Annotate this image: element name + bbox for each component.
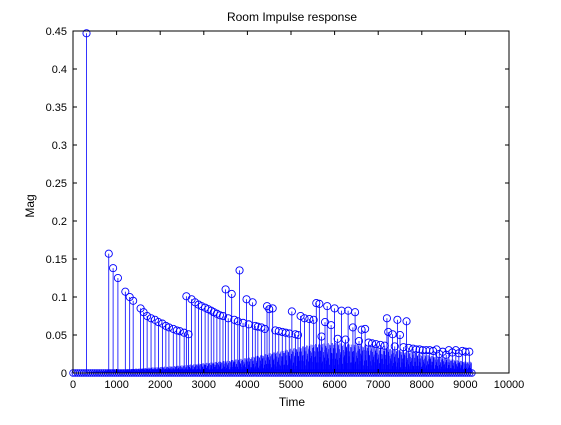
- stem-marker: [351, 308, 360, 317]
- stem-marker: [376, 340, 385, 349]
- stem-marker: [253, 322, 262, 331]
- stem-marker: [296, 311, 305, 321]
- x-tick-label: 8000: [410, 379, 434, 391]
- x-axis-label: Time: [279, 395, 306, 409]
- stem-marker: [281, 328, 290, 337]
- y-tick-label: 0.05: [46, 330, 67, 342]
- stem-marker: [409, 344, 418, 353]
- y-tick-label: 0.2: [52, 216, 67, 228]
- stem-marker: [309, 315, 318, 324]
- stem-marker: [315, 299, 324, 308]
- stem-marker: [233, 317, 242, 326]
- stem-marker: [337, 306, 346, 315]
- stem-marker: [175, 327, 184, 336]
- x-tick-label: 6000: [322, 379, 346, 391]
- stem-marker: [248, 298, 257, 307]
- stem-marker: [287, 307, 296, 316]
- stem-marker: [230, 315, 239, 324]
- x-tick-label: 3000: [192, 379, 216, 391]
- stem-marker: [227, 289, 236, 299]
- stem-marker: [197, 302, 206, 311]
- stem-marker: [465, 347, 474, 356]
- stem-marker: [268, 304, 277, 313]
- stem-marker: [285, 329, 294, 338]
- stem-marker: [146, 314, 156, 323]
- stem-marker: [399, 343, 408, 352]
- stem-marker: [404, 343, 413, 352]
- stem-marker: [215, 311, 224, 320]
- stem-marker: [180, 328, 189, 337]
- stem-marker: [395, 330, 405, 340]
- stem-marker: [129, 296, 138, 305]
- stem-marker: [415, 345, 424, 354]
- stem-marker: [390, 342, 399, 351]
- x-tick-label: 10000: [494, 379, 525, 391]
- stem-marker: [382, 314, 391, 323]
- stem-marker: [402, 317, 411, 326]
- y-tick-label: 0.25: [46, 178, 67, 190]
- stem-marker: [184, 330, 193, 339]
- stem-marker: [300, 314, 309, 323]
- stem-marker: [451, 346, 460, 355]
- stem-marker: [109, 264, 118, 273]
- plot-layer: 0 1000 2000 3000 4000 5000 6000 7000 8000 9000 100…: [46, 26, 525, 391]
- stem-marker: [305, 314, 314, 324]
- stem-marker: [364, 338, 373, 347]
- stem-marker: [293, 330, 303, 340]
- y-tick-label: 0.15: [46, 254, 67, 266]
- stem-marker: [221, 285, 230, 294]
- x-tick-label: 7000: [366, 379, 390, 391]
- y-tick-label: 0: [61, 368, 67, 380]
- stem-marker: [143, 311, 152, 321]
- stem-marker: [260, 324, 269, 333]
- stem-marker: [218, 311, 228, 321]
- stem-marker: [235, 266, 244, 275]
- x-tick-label: 9000: [453, 379, 477, 391]
- stem-marker: [257, 323, 266, 332]
- stem-marker: [361, 324, 370, 333]
- stem-marker: [384, 327, 393, 337]
- stem-marker: [104, 249, 113, 258]
- y-axis-label: Mag: [23, 194, 37, 217]
- y-tick-label: 0.4: [52, 64, 67, 76]
- stem-marker: [393, 315, 402, 324]
- y-tick-label: 0.3: [52, 140, 67, 152]
- x-tick-label: 1000: [104, 379, 128, 391]
- x-tick-label: 0: [70, 379, 76, 391]
- stem-marker: [354, 337, 364, 346]
- stem-marker: [341, 335, 350, 344]
- stem-marker: [82, 29, 91, 38]
- y-tick-label: 0.45: [46, 26, 67, 38]
- stem-marker: [154, 318, 163, 327]
- stem-marker: [348, 323, 357, 332]
- stem-marker: [113, 273, 122, 283]
- stem-marker: [172, 326, 181, 335]
- stem-marker: [330, 304, 339, 313]
- stem-marker: [312, 299, 321, 308]
- x-tick-label: 5000: [279, 379, 303, 391]
- x-tick-label: 4000: [235, 379, 259, 391]
- stem-marker: [368, 339, 377, 348]
- stem-marker: [121, 287, 130, 296]
- y-tick-label: 0.1: [52, 292, 67, 304]
- y-tick-label: 0.35: [46, 102, 67, 114]
- stem-marker: [164, 323, 173, 332]
- x-tick-label: 2000: [148, 379, 172, 391]
- stem-marker: [323, 302, 332, 311]
- stem-marker: [371, 340, 381, 349]
- chart-title: Room Impulse response: [227, 10, 357, 24]
